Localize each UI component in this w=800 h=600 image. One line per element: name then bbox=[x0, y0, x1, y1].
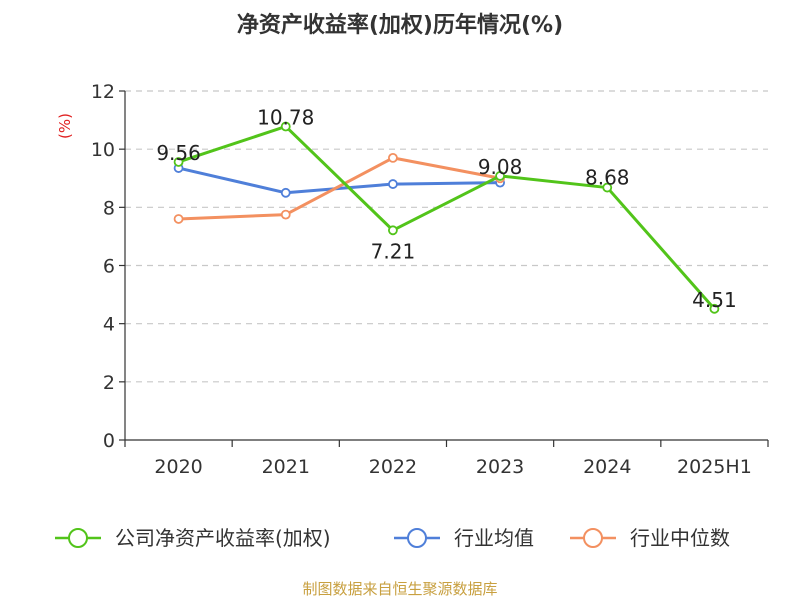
series-line-2 bbox=[178, 156, 501, 221]
chart-title: 净资产收益率(加权)历年情况(%) bbox=[237, 12, 563, 38]
data-label: 10.78 bbox=[257, 105, 314, 129]
gridlines bbox=[125, 90, 768, 383]
legend-label: 公司净资产收益率(加权) bbox=[115, 526, 331, 550]
data-label: 8.68 bbox=[585, 166, 630, 190]
legend-label: 行业均值 bbox=[454, 526, 534, 550]
x-tick-label: 2020 bbox=[154, 456, 202, 478]
legend-marker bbox=[583, 528, 603, 548]
data-label: 7.21 bbox=[371, 239, 416, 263]
data-label: 9.08 bbox=[478, 155, 523, 179]
axes bbox=[119, 90, 769, 447]
legend-item[interactable]: 行业均值 bbox=[394, 526, 534, 550]
data-point bbox=[280, 187, 291, 198]
y-tick-label: 12 bbox=[91, 81, 115, 103]
y-tick-label: 2 bbox=[103, 372, 115, 394]
data-point bbox=[388, 225, 398, 236]
series-lines bbox=[173, 121, 720, 314]
x-tick-label: 2023 bbox=[476, 456, 524, 478]
legend-item[interactable]: 公司净资产收益率(加权) bbox=[55, 526, 331, 550]
y-tick-label: 0 bbox=[103, 430, 115, 452]
legend-item[interactable]: 行业中位数 bbox=[570, 526, 730, 550]
data-label: 4.51 bbox=[692, 288, 737, 312]
data-point bbox=[280, 209, 291, 220]
data-point bbox=[280, 121, 291, 132]
data-label: 9.56 bbox=[156, 141, 201, 165]
y-tick-label: 8 bbox=[103, 197, 115, 219]
data-point bbox=[602, 182, 613, 193]
source-note: 制图数据来自恒生聚源数据库 bbox=[302, 580, 497, 598]
x-tick-label: 2025H1 bbox=[677, 456, 752, 478]
y-tick-labels: 0 2 4 6 8 10 12 bbox=[91, 81, 115, 452]
x-tick-labels: 2020 2021 2022 2023 2024 2025H1 bbox=[154, 456, 751, 478]
data-point bbox=[709, 303, 720, 314]
x-tick-label: 2021 bbox=[262, 456, 310, 478]
data-point bbox=[388, 152, 398, 163]
data-point bbox=[495, 171, 505, 181]
data-labels: 9.56 10.78 7.21 9.08 8.68 4.51 bbox=[156, 105, 736, 311]
data-point bbox=[173, 214, 184, 224]
y-axis-unit: (%) bbox=[56, 113, 74, 139]
legend-marker bbox=[68, 528, 88, 548]
y-tick-label: 10 bbox=[91, 139, 115, 161]
y-tick-label: 4 bbox=[103, 314, 115, 336]
x-tick-label: 2022 bbox=[369, 456, 417, 478]
series-line-1 bbox=[178, 166, 501, 195]
series-line-0 bbox=[178, 124, 716, 310]
legend-marker bbox=[407, 528, 427, 548]
x-tick-label: 2024 bbox=[583, 456, 631, 478]
legend[interactable]: 公司净资产收益率(加权) 行业均值 行业中位数 bbox=[55, 526, 730, 550]
y-tick-label: 6 bbox=[103, 256, 115, 278]
data-point bbox=[388, 179, 398, 189]
legend-label: 行业中位数 bbox=[630, 526, 730, 550]
data-point bbox=[173, 157, 184, 167]
